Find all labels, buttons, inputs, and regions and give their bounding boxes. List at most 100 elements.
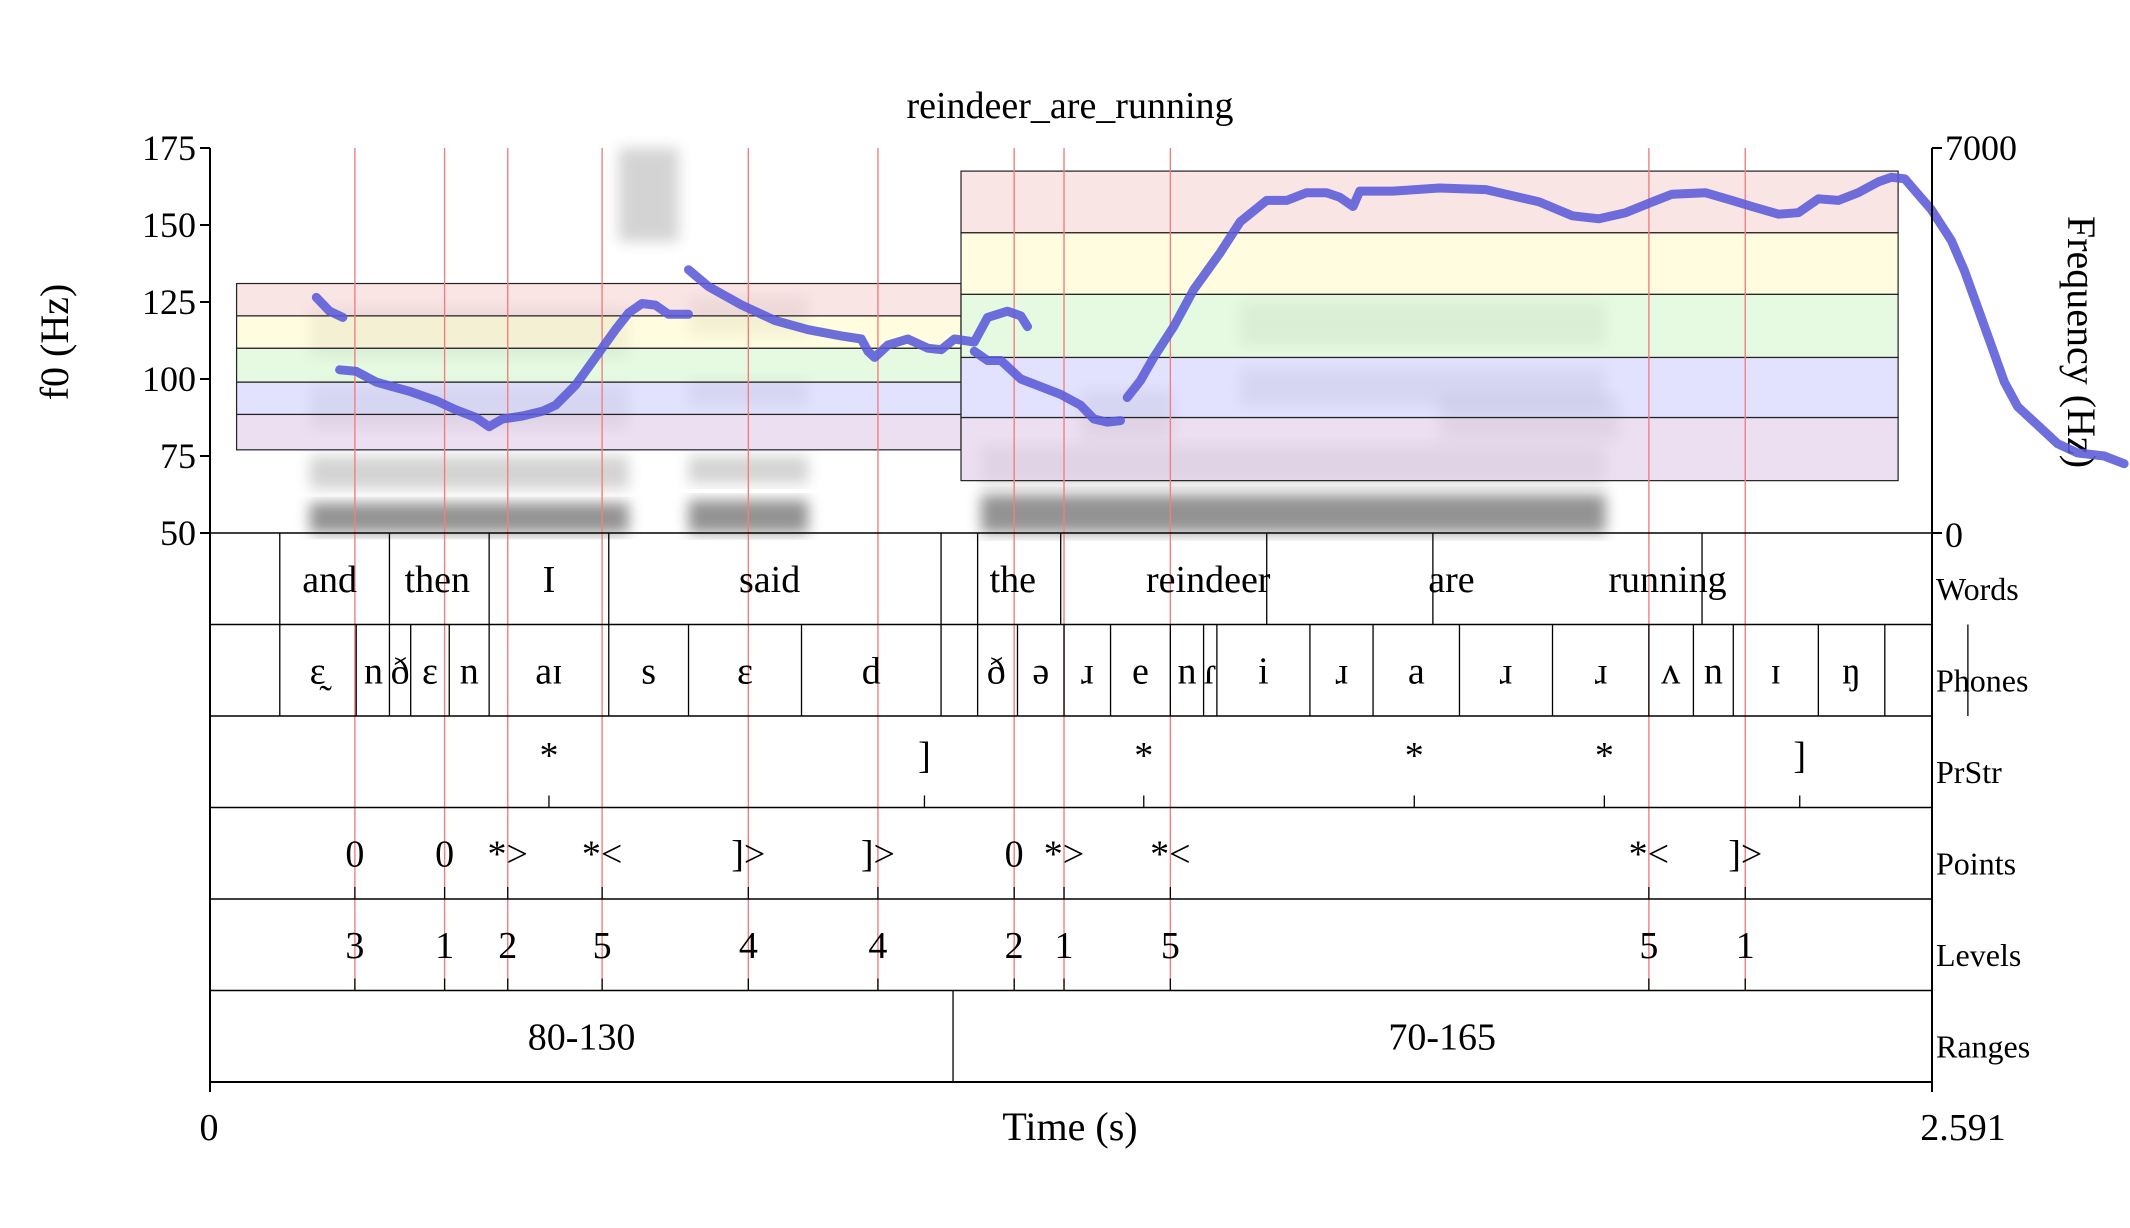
f0-contour bbox=[969, 346, 1125, 427]
tier-label: ]> bbox=[861, 833, 895, 875]
y-tick-label: 125 bbox=[142, 282, 196, 322]
y-axis-label-right: Frequency (Hz) bbox=[2059, 216, 2104, 468]
tier-label: n bbox=[1177, 650, 1196, 692]
tier-label: 3 bbox=[345, 925, 364, 967]
f0-contour bbox=[684, 265, 1032, 362]
tier-label: ɹ bbox=[1081, 650, 1094, 692]
tier-label: ]> bbox=[1728, 833, 1762, 875]
tier-label: ɛ̰ bbox=[310, 650, 333, 692]
tier-name: Ranges bbox=[1936, 1028, 2030, 1064]
range-band bbox=[960, 356, 1899, 419]
tier-label: *< bbox=[1629, 833, 1669, 875]
tier-name: PrStr bbox=[1936, 754, 2002, 790]
tier-label: 0 bbox=[345, 833, 364, 875]
spectrogram-energy bbox=[980, 494, 1606, 533]
range-band bbox=[960, 232, 1899, 295]
tier-label: ɾ bbox=[1204, 650, 1217, 692]
y-right-tick-label-bottom: 0 bbox=[1945, 515, 1963, 555]
y-axis-label-left: f0 (Hz) bbox=[32, 284, 77, 401]
tier-label: n bbox=[364, 650, 383, 692]
tier-label: 2 bbox=[498, 925, 517, 967]
f0-contour bbox=[335, 299, 693, 432]
range-band bbox=[235, 413, 962, 451]
range-band bbox=[235, 282, 962, 317]
tier-label: ð bbox=[391, 650, 410, 692]
tier-label: I bbox=[543, 559, 556, 601]
tier-label: ə bbox=[1032, 650, 1049, 692]
x-axis-label: Time (s) bbox=[1002, 1104, 1137, 1149]
tier-label: *> bbox=[488, 833, 528, 875]
tier-label: 5 bbox=[593, 925, 612, 967]
tier-label: are bbox=[1428, 559, 1474, 601]
range-band bbox=[960, 170, 1899, 234]
chart-title: reindeer_are_running bbox=[906, 85, 1233, 127]
range-band bbox=[235, 381, 962, 416]
tier-label: ]> bbox=[731, 833, 765, 875]
tier-label: ŋ bbox=[1842, 650, 1861, 692]
tier-label: ɪ bbox=[1771, 650, 1782, 692]
tier-label: ɹ bbox=[1500, 650, 1513, 692]
f0-contour bbox=[311, 292, 348, 322]
tier-name: Phones bbox=[1936, 662, 2028, 698]
tier-label: said bbox=[739, 559, 800, 601]
tier-label: *> bbox=[1044, 833, 1084, 875]
tier-label: the bbox=[990, 559, 1036, 601]
tier-label: 0 bbox=[435, 833, 454, 875]
tier-label: and bbox=[302, 559, 357, 601]
y-tick-label: 75 bbox=[160, 436, 196, 476]
tier-label: then bbox=[405, 559, 470, 601]
range-band bbox=[960, 416, 1899, 482]
tier-label: 2 bbox=[1005, 925, 1024, 967]
tier-label: running bbox=[1608, 559, 1726, 601]
x-tick-label-start: 0 bbox=[200, 1107, 219, 1149]
tier-label: 4 bbox=[739, 925, 758, 967]
tier-label: s bbox=[641, 650, 656, 692]
tier-label: ð bbox=[987, 650, 1006, 692]
y-tick-label: 175 bbox=[142, 128, 196, 168]
tier-label: a bbox=[1408, 650, 1425, 692]
range-band bbox=[960, 293, 1899, 359]
tier-label: ʌ bbox=[1661, 650, 1680, 692]
spectrogram-energy bbox=[309, 456, 629, 489]
tier-name: Words bbox=[1936, 571, 2019, 607]
tier-label: * bbox=[1134, 735, 1153, 777]
tier-label: i bbox=[1258, 650, 1269, 692]
tier-label: ɹ bbox=[1595, 650, 1608, 692]
tier-label: *< bbox=[582, 833, 622, 875]
tier-label: 5 bbox=[1639, 925, 1658, 967]
y-tick-label: 100 bbox=[142, 359, 196, 399]
tier-name: Points bbox=[1936, 845, 2016, 881]
tier-label: ] bbox=[918, 735, 931, 777]
spectrogram-energy bbox=[618, 148, 679, 242]
tier-label: ɹ bbox=[1335, 650, 1348, 692]
tier-name: Levels bbox=[1936, 937, 2021, 973]
spectrogram-energy bbox=[309, 502, 629, 533]
tier-label: * bbox=[1595, 735, 1614, 777]
tier-label: 1 bbox=[1055, 925, 1074, 967]
y-tick-label: 50 bbox=[160, 513, 196, 553]
tier-label: n bbox=[460, 650, 479, 692]
tier-label: ɛ bbox=[737, 650, 753, 692]
tier-label: reindeer bbox=[1146, 559, 1271, 601]
tier-label: ] bbox=[1793, 735, 1806, 777]
tier-label: e bbox=[1132, 650, 1149, 692]
tier-label: 70-165 bbox=[1388, 1016, 1496, 1058]
tier-label: 80-130 bbox=[528, 1016, 636, 1058]
tier-label: 5 bbox=[1161, 925, 1180, 967]
tier-label: 4 bbox=[868, 925, 887, 967]
y-tick-label: 150 bbox=[142, 205, 196, 245]
tier-label: 0 bbox=[1005, 833, 1024, 875]
tier-label: d bbox=[862, 650, 881, 692]
tier-label: *< bbox=[1150, 833, 1190, 875]
x-tick-label-end: 2.591 bbox=[1920, 1107, 2006, 1149]
tier-label: n bbox=[1704, 650, 1723, 692]
tier-label: * bbox=[539, 735, 558, 777]
tier-label: aɪ bbox=[535, 650, 562, 692]
f0-contour bbox=[1122, 172, 2129, 469]
y-right-tick-label-top: 7000 bbox=[1945, 128, 2017, 168]
tier-label: ɛ bbox=[422, 650, 438, 692]
tier-label: 1 bbox=[435, 925, 454, 967]
tier-label: * bbox=[1405, 735, 1424, 777]
tier-label: 1 bbox=[1736, 925, 1755, 967]
